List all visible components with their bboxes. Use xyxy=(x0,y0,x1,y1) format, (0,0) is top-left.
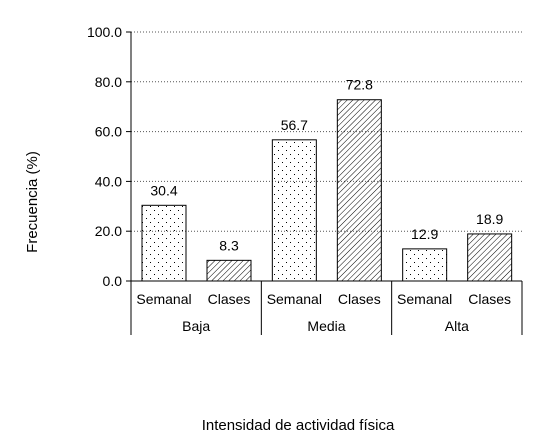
x-group-label: Alta xyxy=(445,318,469,334)
bar-baja-clases xyxy=(206,259,252,282)
x-axis-label: Intensidad de actividad física xyxy=(202,417,395,434)
x-category-label: Clases xyxy=(208,291,251,307)
y-tick-label: 20.0 xyxy=(95,223,122,239)
data-label: 56.7 xyxy=(281,117,308,133)
y-axis-label: Frecuencia (%) xyxy=(24,151,41,253)
axes: 0.0 20.0 40.0 60.0 80.0 100.0 Semanal Clases Baj… xyxy=(87,24,523,335)
y-tick-label: 60.0 xyxy=(95,124,122,140)
bar-alta-clases xyxy=(467,233,513,282)
bar-alta-semanal xyxy=(402,248,448,282)
x-category-label: Semanal xyxy=(136,291,191,307)
bar-media-semanal xyxy=(271,139,317,282)
x-category-label: Clases xyxy=(338,291,381,307)
y-tick-label: 80.0 xyxy=(95,74,122,90)
data-label: 12.9 xyxy=(411,226,438,242)
x-group-label: Media xyxy=(307,318,345,334)
data-label: 30.4 xyxy=(150,182,177,198)
bar-baja-semanal xyxy=(141,204,187,282)
data-label: 8.3 xyxy=(219,237,239,253)
data-label: 72.8 xyxy=(346,77,373,93)
data-label: 18.9 xyxy=(476,211,503,227)
y-tick-label: 40.0 xyxy=(95,173,122,189)
y-tick-label: 100.0 xyxy=(87,24,122,40)
x-category-label: Semanal xyxy=(397,291,452,307)
bar-media-clases xyxy=(336,99,382,282)
bars: 30.4 8.3 56.7 72.8 12.9 18.9 xyxy=(141,77,513,282)
x-group-label: Baja xyxy=(182,318,210,334)
x-category-label: Semanal xyxy=(267,291,322,307)
x-category-label: Clases xyxy=(468,291,511,307)
gridlines xyxy=(131,31,522,232)
y-tick-label: 0.0 xyxy=(103,273,123,289)
